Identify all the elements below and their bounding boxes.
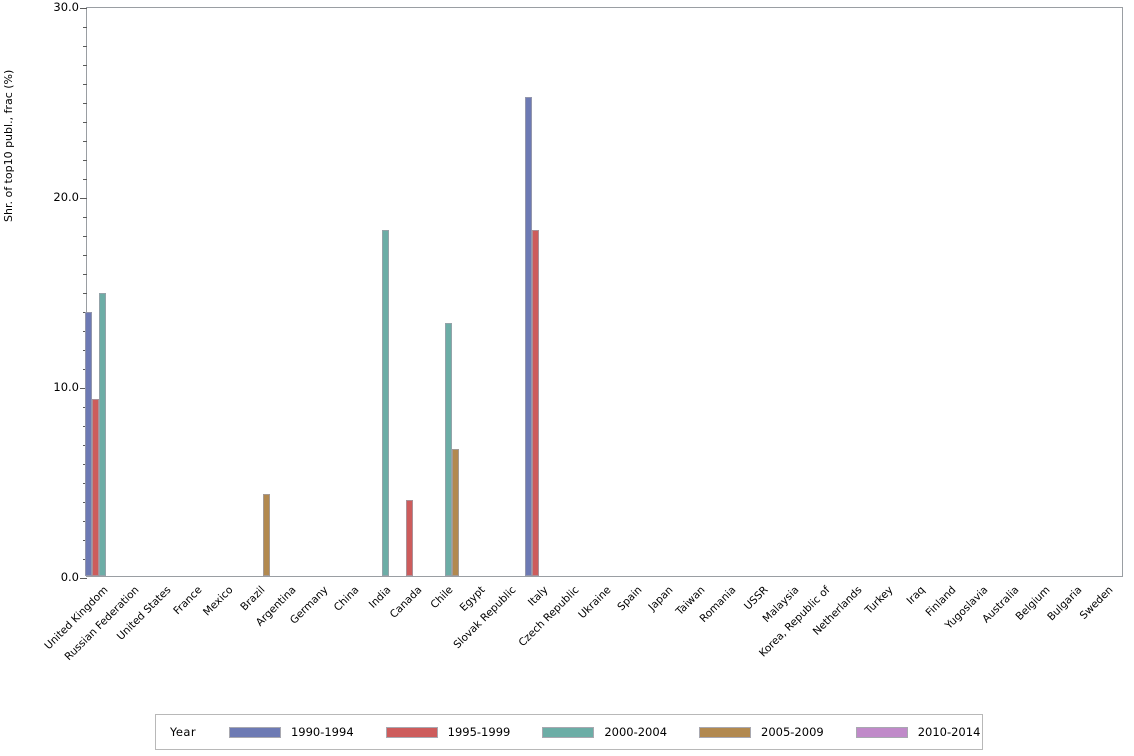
bar — [532, 230, 540, 576]
x-axis-tick-label-text: India — [366, 584, 394, 611]
x-axis-tick-label-text: China — [331, 584, 362, 614]
y-axis-minor-tick — [83, 160, 87, 161]
bar — [85, 311, 93, 576]
plot-area: 0.0 10.0 20.0 30.0 — [53, 0, 1123, 584]
x-axis-tick-label: Sweden — [966, 584, 1116, 734]
x-axis-tick-label: Canada — [275, 584, 425, 734]
x-axis-tick-label: Spain — [495, 584, 645, 734]
y-axis-minor-tick — [83, 369, 87, 370]
y-axis-minor-tick — [83, 445, 87, 446]
x-axis-tick-label: Netherlands — [714, 584, 865, 734]
y-axis-minor-tick — [83, 122, 87, 123]
bar — [263, 494, 271, 576]
x-axis-tick-label: France — [55, 584, 204, 734]
legend-title: Year — [170, 725, 196, 739]
legend-entry[interactable]: 2005-2009 — [699, 725, 824, 739]
x-axis-tick-label: Brazil — [117, 584, 267, 734]
x-axis-tick-label-text: Iraq — [904, 584, 928, 607]
y-axis-minor-tick — [83, 426, 87, 427]
x-axis-tick-label-text: Spain — [615, 584, 645, 614]
legend-entries: 1990-1994 1995-1999 2000-2004 2005-2009 2010… — [228, 725, 1012, 739]
bar — [451, 448, 459, 576]
legend-swatch — [699, 726, 752, 738]
y-axis-minor-tick — [83, 350, 87, 351]
y-axis-tick-label: 0.0 — [60, 570, 79, 584]
x-axis-tick-label: Malaysia — [652, 584, 802, 734]
x-axis-tick-label: Egypt — [337, 584, 487, 734]
legend-swatch — [385, 726, 438, 738]
y-axis-minor-tick — [83, 521, 87, 522]
legend-entry[interactable]: 1990-1994 — [228, 725, 354, 739]
y-axis-minor-tick — [83, 27, 87, 28]
y-axis-minor-tick — [83, 464, 87, 465]
legend-entry[interactable]: 2010-2014 — [855, 725, 981, 739]
y-axis-minor-tick — [83, 559, 87, 560]
x-axis-tick-label: Czech Republic — [432, 584, 582, 734]
bar — [382, 230, 390, 576]
bar — [444, 323, 452, 576]
y-axis-major-tick — [80, 388, 87, 389]
y-axis-minor-tick — [83, 236, 87, 237]
y-axis-minor-tick — [83, 65, 87, 66]
legend-label: 2005-2009 — [761, 725, 824, 739]
y-axis-minor-tick — [83, 274, 87, 275]
bar — [406, 500, 414, 576]
y-axis-minor-tick — [83, 407, 87, 408]
x-axis-tick-label: Taiwan — [557, 584, 708, 734]
legend-label: 2000-2004 — [604, 725, 668, 739]
legend-entry[interactable]: 1995-1999 — [385, 725, 511, 739]
legend-swatch — [855, 726, 908, 738]
y-axis-minor-tick — [83, 217, 87, 218]
x-axis-tick-label-text: Italy — [525, 584, 551, 609]
bar — [92, 399, 100, 576]
y-axis-tick-label: 30.0 — [53, 0, 79, 14]
y-axis-minor-tick — [83, 540, 87, 541]
y-axis-minor-tick — [83, 293, 87, 294]
legend-label: 2010-2014 — [917, 725, 981, 739]
y-axis-major-tick — [80, 578, 87, 579]
x-axis-tick-label-text: Japan — [646, 584, 676, 614]
y-axis-minor-tick — [83, 483, 87, 484]
legend: Year 1990-1994 1995-1999 2000-2004 2005-200… — [155, 714, 983, 750]
y-axis-minor-tick — [83, 103, 87, 104]
y-axis-minor-tick — [83, 331, 87, 332]
y-axis-minor-tick — [83, 141, 87, 142]
legend-swatch — [228, 726, 281, 738]
x-axis-tick-label: Bulgaria — [934, 584, 1084, 734]
x-axis-tick-label-text: Brazil — [238, 584, 268, 614]
x-axis-tick-label-text: USSR — [741, 584, 771, 613]
y-axis-major-tick — [80, 8, 87, 9]
legend-swatch — [542, 726, 595, 738]
x-axis-tick-label-text: Chile — [428, 584, 456, 612]
y-axis-minor-tick — [83, 255, 87, 256]
y-axis-major-tick — [80, 198, 87, 199]
x-axis-tick-label-text: Sweden — [1077, 584, 1116, 622]
y-axis-minor-tick — [83, 84, 87, 85]
y-axis-label: Shr. of top10 publ., frac (%) — [2, 69, 15, 222]
bar — [99, 292, 107, 576]
y-axis-minor-tick — [83, 46, 87, 47]
y-axis-tick-label: 10.0 — [53, 380, 79, 394]
y-axis-minor-tick — [83, 312, 87, 313]
plot-inner: 0.0 10.0 20.0 30.0 — [53, 0, 1122, 584]
y-axis-minor-tick — [83, 502, 87, 503]
y-axis-tick-label: 20.0 — [53, 190, 79, 204]
x-axis-tick-label: Australia — [872, 584, 1021, 734]
legend-entry[interactable]: 2000-2004 — [542, 725, 667, 739]
legend-label: 1990-1994 — [290, 725, 354, 739]
bar — [525, 97, 533, 576]
y-axis-minor-tick — [83, 179, 87, 180]
legend-label: 1995-1999 — [447, 725, 511, 739]
